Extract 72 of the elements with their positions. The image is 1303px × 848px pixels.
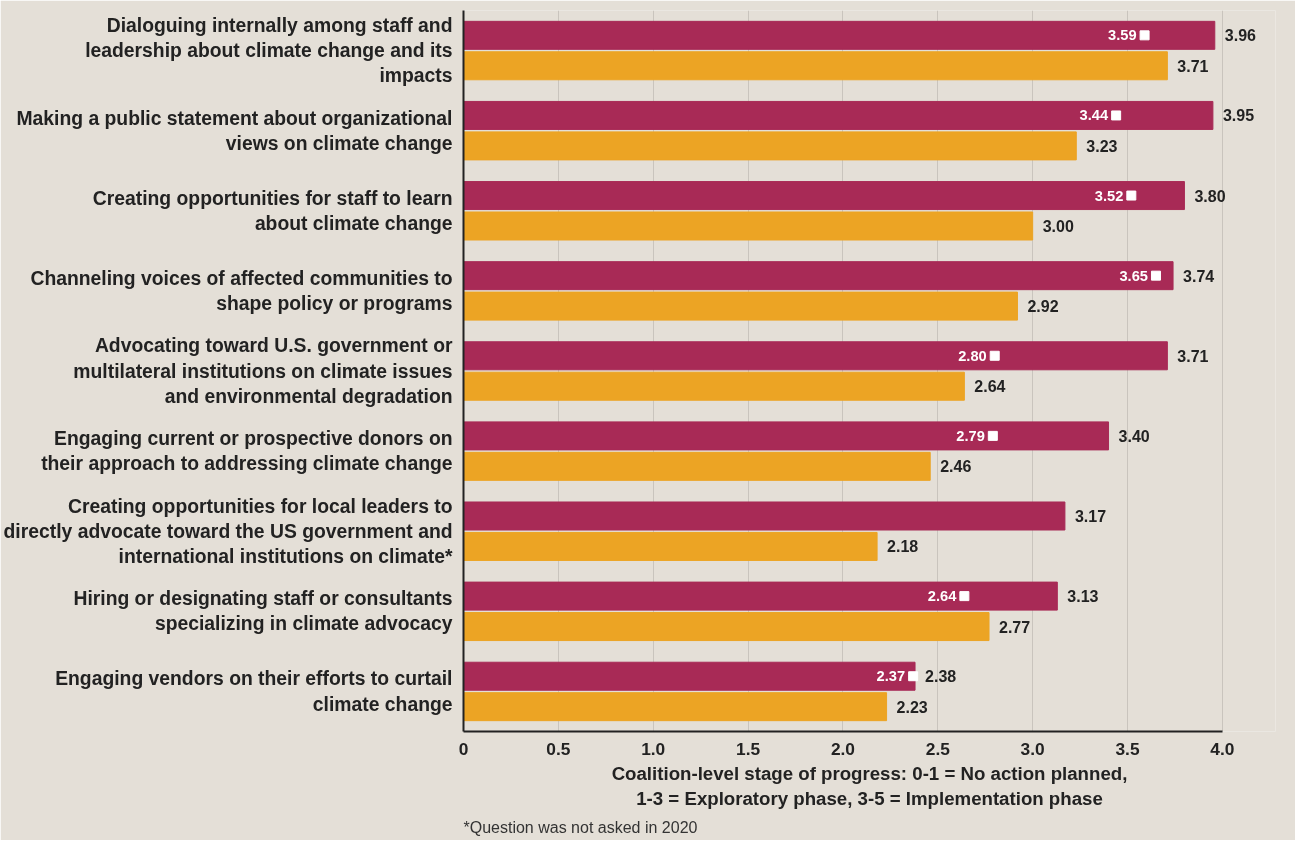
bar	[463, 371, 965, 401]
y-tick-label: Creating opportunities for local leaders to directly advocate toward the US government and international institutions on climate*	[3, 495, 453, 567]
bar	[463, 531, 878, 561]
data-label: 2.64	[927, 588, 958, 605]
bar	[463, 612, 990, 642]
bar	[463, 661, 916, 691]
data-label: 2.38	[925, 668, 957, 686]
bar	[463, 501, 1066, 531]
data-label: 3.13	[1067, 588, 1099, 606]
y-tick-label: Engaging current or prospective donors on their approach to addressing climate change	[41, 428, 453, 475]
y-tick-label: Making a public statement about organizational views on climate change	[16, 107, 453, 154]
data-label: 2.77	[999, 618, 1031, 636]
point	[987, 430, 998, 441]
point	[1126, 190, 1137, 201]
y-tick-label: Engaging vendors on their efforts to curtail climate change	[55, 668, 453, 715]
bar	[463, 51, 1168, 81]
point	[989, 350, 1000, 361]
x-tick-label: 3.0	[1020, 738, 1045, 759]
point	[1111, 110, 1122, 121]
bar	[463, 692, 888, 722]
x-tick-label: 4.0	[1210, 738, 1235, 759]
data-label: 3.23	[1086, 137, 1118, 155]
data-label: 3.17	[1074, 508, 1107, 525]
bar	[463, 291, 1018, 321]
x-tick-label: 1.0	[641, 738, 666, 759]
point	[1139, 30, 1150, 41]
data-label: 3.74	[1183, 267, 1215, 285]
x-tick-label: 3.5	[1115, 738, 1140, 759]
data-label: 2.37	[876, 668, 906, 685]
bar	[463, 211, 1034, 241]
data-label: 3.96	[1224, 27, 1257, 45]
data-label: 3.80	[1194, 187, 1226, 205]
x-axis-title: Coalition-level stage of progress: 0-1 = No action planned, 1-3 = Exploratory phase, 3-5 = Implementation phase	[611, 762, 1128, 809]
point	[908, 671, 919, 682]
point	[959, 591, 970, 602]
data-label: 3.65	[1119, 267, 1148, 284]
x-tick-label: 1.5	[736, 738, 761, 759]
y-tick-label: Advocating toward U.S. government or multilateral institutions on climate issues and environmental degradation	[73, 335, 453, 407]
data-label: 3.95	[1222, 107, 1255, 125]
data-label: 3.44	[1079, 107, 1109, 124]
x-tick-label: 2.5	[925, 738, 951, 759]
data-label: 2.92	[1027, 298, 1059, 316]
y-tick-label: Hiring or designating staff or consultants specializing in climate advocacy	[73, 588, 453, 635]
data-label: 2.18	[887, 538, 919, 556]
bar	[463, 341, 1168, 371]
x-tick-label: 2.0	[830, 738, 855, 759]
bar	[463, 421, 1110, 451]
bar	[463, 261, 1174, 291]
data-label: 3.52	[1094, 187, 1124, 204]
y-tick-label: Channeling voices of affected communities to shape policy or programs	[30, 267, 453, 314]
data-label: 3.71	[1177, 57, 1209, 75]
data-label: 3.71	[1177, 347, 1209, 365]
bar	[463, 20, 1216, 50]
bar	[463, 131, 1077, 161]
y-tick-label: Dialoguing internally among staff and leadership about climate change and its impacts	[85, 14, 453, 87]
bar	[463, 451, 931, 481]
bar	[463, 581, 1058, 611]
bar	[463, 100, 1214, 130]
data-label: 3.59	[1108, 27, 1137, 44]
data-label: 2.46	[940, 458, 972, 476]
data-label: 2.64	[974, 378, 1006, 396]
data-label: 2.79	[956, 427, 985, 444]
text: *Question was not asked in 2020	[463, 818, 698, 836]
y-tick-label: Creating opportunities for staff to learn about climate change	[92, 187, 453, 234]
point	[1150, 270, 1161, 281]
data-label: 3.00	[1042, 218, 1074, 235]
data-label: 3.40	[1118, 427, 1150, 445]
x-tick-label: 0	[458, 738, 469, 759]
bar	[463, 181, 1185, 211]
data-label: 2.80	[958, 347, 987, 364]
data-label: 2.23	[896, 698, 928, 716]
x-tick-label: 0.5	[546, 738, 571, 759]
